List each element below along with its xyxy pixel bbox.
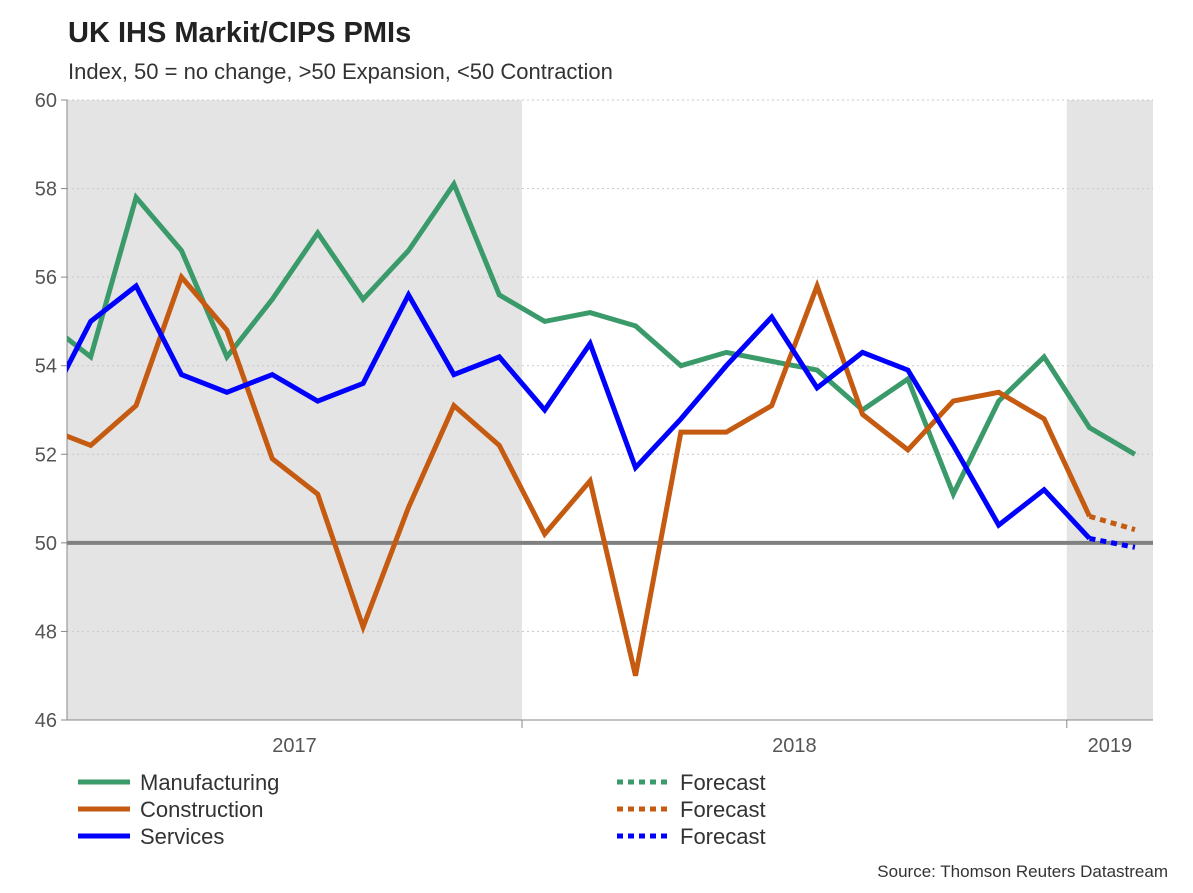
legend-label-construction: Construction — [140, 797, 264, 822]
legend-label-forecast: Forecast — [680, 770, 766, 795]
y-tick-label: 56 — [35, 267, 57, 289]
x-tick-label: 2018 — [772, 735, 817, 757]
y-tick-label: 60 — [35, 90, 57, 112]
legend-label-services: Services — [140, 824, 224, 849]
y-tick-label: 54 — [35, 356, 57, 378]
forecast-line-services — [1089, 535, 1136, 550]
series-line-manufacturing — [67, 178, 1137, 501]
y-tick-label: 52 — [35, 444, 57, 466]
legend-label-manufacturing: Manufacturing — [140, 770, 279, 795]
series-line-services — [67, 282, 1092, 541]
x-tick-label: 2019 — [1088, 735, 1133, 757]
source-note: Source: Thomson Reuters Datastream — [877, 862, 1168, 881]
chart-subtitle: Index, 50 = no change, >50 Expansion, <5… — [68, 59, 613, 84]
x-tick-label: 2017 — [272, 735, 317, 757]
series-line-construction — [67, 272, 1092, 677]
y-tick-label: 48 — [35, 621, 57, 643]
y-tick-label: 58 — [35, 179, 57, 201]
y-tick-label: 46 — [35, 710, 57, 732]
forecast-line-construction — [1088, 513, 1136, 532]
legend-label-forecast: Forecast — [680, 824, 766, 849]
y-tick-label: 50 — [35, 533, 57, 555]
shaded-region-2019 — [1066, 100, 1153, 720]
legend-label-forecast: Forecast — [680, 797, 766, 822]
chart-title: UK IHS Markit/CIPS PMIs — [68, 17, 411, 49]
